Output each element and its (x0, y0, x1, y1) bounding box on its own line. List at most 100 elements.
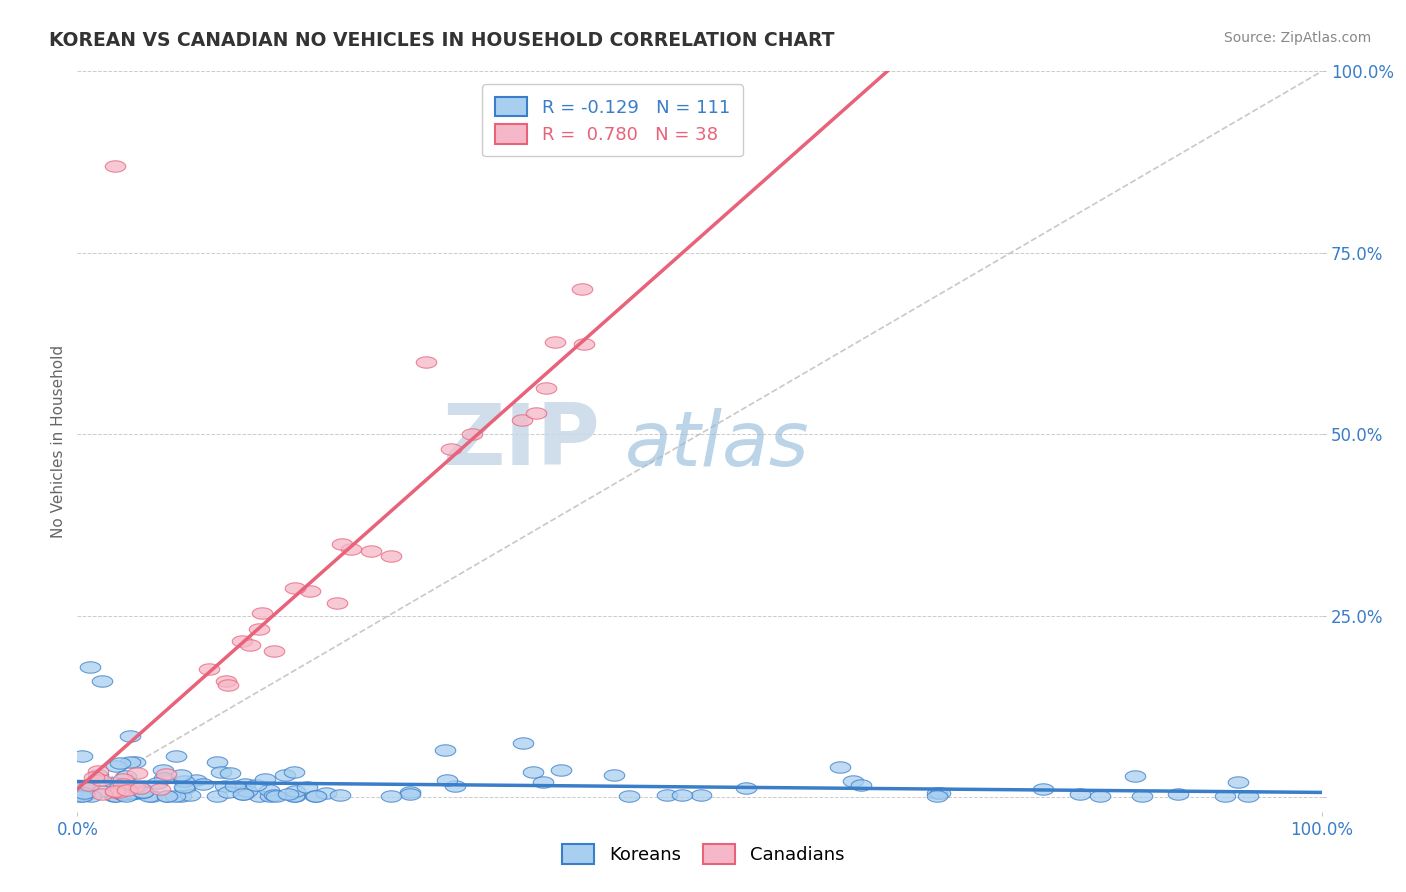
Point (536, 381, 558, 395)
Point (434, 742, 457, 756)
Point (436, 772, 458, 787)
Point (510, 413, 533, 427)
Point (415, 354, 437, 368)
Point (231, 634, 253, 648)
Point (111, 777, 134, 791)
Point (522, 764, 544, 779)
Y-axis label: No Vehicles in Household: No Vehicles in Household (51, 345, 66, 538)
Point (929, 787, 952, 801)
Point (1069, 787, 1091, 801)
Point (193, 777, 215, 791)
Point (360, 544, 382, 558)
Legend: Koreans, Canadians: Koreans, Canadians (555, 837, 851, 871)
Point (73, 780, 96, 794)
Point (1167, 788, 1189, 802)
Point (245, 778, 267, 792)
Point (1123, 769, 1146, 783)
Point (603, 768, 626, 782)
Point (224, 779, 246, 793)
Point (399, 787, 422, 801)
Point (277, 787, 299, 801)
Point (131, 785, 153, 799)
Point (217, 785, 239, 799)
Point (179, 788, 201, 802)
Point (163, 789, 186, 804)
Point (124, 755, 146, 769)
Point (238, 639, 260, 653)
Point (249, 622, 271, 636)
Point (219, 765, 242, 780)
Point (87, 768, 110, 782)
Point (73, 789, 96, 803)
Point (439, 442, 461, 456)
Point (156, 789, 179, 803)
Point (247, 789, 270, 803)
Point (232, 788, 254, 802)
Point (443, 780, 465, 794)
Point (156, 789, 179, 804)
Point (326, 596, 349, 610)
Point (380, 789, 402, 804)
Point (79, 659, 101, 673)
Point (70, 789, 93, 803)
Point (927, 786, 949, 800)
Point (149, 782, 172, 797)
Point (91, 787, 114, 801)
Point (830, 760, 852, 774)
Point (524, 406, 547, 420)
Point (214, 674, 236, 689)
Point (115, 768, 138, 782)
Point (259, 789, 281, 804)
Point (120, 755, 142, 769)
Point (104, 784, 127, 798)
Point (214, 779, 236, 793)
Point (461, 427, 484, 442)
Point (543, 335, 565, 350)
Point (107, 780, 129, 794)
Point (115, 789, 138, 804)
Point (87, 764, 110, 778)
Point (83, 771, 105, 785)
Point (399, 785, 422, 799)
Point (115, 787, 138, 801)
Point (1130, 789, 1153, 803)
Text: atlas: atlas (624, 409, 810, 483)
Point (103, 789, 125, 804)
Point (124, 780, 146, 794)
Point (73, 786, 96, 800)
Point (295, 780, 318, 794)
Point (120, 729, 142, 743)
Point (108, 785, 131, 799)
Point (184, 772, 207, 787)
Point (283, 765, 305, 780)
Point (170, 767, 193, 781)
Point (153, 771, 176, 785)
Point (70, 749, 93, 764)
Point (107, 782, 129, 797)
Point (174, 780, 197, 795)
Point (209, 764, 232, 779)
Point (236, 784, 259, 798)
Point (70, 779, 93, 793)
Point (146, 775, 169, 789)
Point (132, 785, 155, 799)
Point (655, 788, 678, 802)
Point (141, 789, 163, 804)
Point (79, 778, 101, 792)
Point (155, 767, 177, 781)
Point (111, 788, 134, 802)
Point (207, 756, 229, 770)
Point (330, 537, 353, 551)
Point (165, 749, 187, 764)
Point (842, 773, 865, 788)
Point (128, 781, 150, 796)
Text: Source: ZipAtlas.com: Source: ZipAtlas.com (1223, 31, 1371, 45)
Point (91, 674, 114, 689)
Point (232, 787, 254, 801)
Point (1227, 775, 1250, 789)
Point (689, 788, 711, 802)
Point (217, 678, 239, 692)
Point (111, 772, 134, 786)
Point (104, 776, 127, 790)
Point (69, 789, 91, 804)
